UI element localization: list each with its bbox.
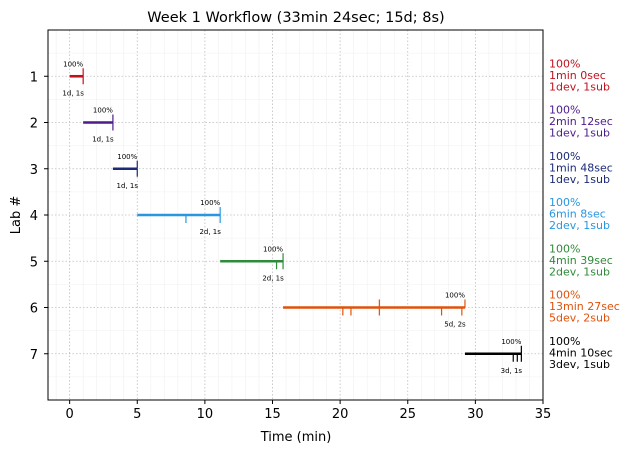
side-annotation-line: 1dev, 1sub xyxy=(549,127,610,140)
side-annotation-line: 4min 39sec xyxy=(549,254,613,267)
side-annotation-line: 100% xyxy=(549,150,580,163)
y-tick-label: 4 xyxy=(30,209,38,224)
side-annotation-line: 1min 48sec xyxy=(549,161,613,174)
x-tick-label: 5 xyxy=(133,407,141,422)
side-annotation-line: 2dev, 1sub xyxy=(549,219,610,232)
lab-1-group: 100% 1d, 1s xyxy=(62,60,84,97)
y-tick-label: 1 xyxy=(30,70,38,85)
y-tick-label: 5 xyxy=(30,255,38,270)
lab-5-group: 100% 2d, 1s xyxy=(220,245,284,282)
side-annotation-line: 4min 10sec xyxy=(549,346,613,359)
side-annotation-line: 13min 27sec xyxy=(549,300,620,313)
chart-title: Week 1 Workflow (33min 24sec; 15d; 8s) xyxy=(147,10,444,26)
completion-label: 100% xyxy=(445,292,465,300)
completion-label: 100% xyxy=(200,199,220,207)
x-tick-label: 10 xyxy=(197,407,214,422)
y-axis-label: Lab # xyxy=(9,196,24,235)
x-tick-label: 15 xyxy=(264,407,281,422)
completion-label: 100% xyxy=(93,107,113,115)
side-annotation-line: 100% xyxy=(549,196,580,209)
lab-3-group: 100% 1d, 1s xyxy=(112,153,139,190)
y-tick-label: 3 xyxy=(30,163,38,178)
lab-7-group: 100% 3d, 1s xyxy=(464,338,523,375)
side-annotation-line: 1dev, 1sub xyxy=(549,173,610,186)
side-annotation-line: 100% xyxy=(549,57,580,70)
y-tick-label: 6 xyxy=(30,302,38,317)
side-annotation-line: 100% xyxy=(549,335,580,348)
completion-label: 100% xyxy=(63,60,83,68)
count-label: 1d, 1s xyxy=(92,136,114,144)
side-annotation-line: 3dev, 1sub xyxy=(549,358,610,371)
side-annotation-line: 6min 8sec xyxy=(549,208,606,221)
x-axis: 0 5 10 15 20 25 30 35 xyxy=(65,400,551,422)
x-tick-label: 35 xyxy=(535,407,552,422)
count-label: 2d, 1s xyxy=(199,228,221,236)
side-annotation-line: 2dev, 1sub xyxy=(549,265,610,278)
grid xyxy=(48,30,544,400)
side-annotation-line: 100% xyxy=(549,289,580,302)
y-tick-label: 2 xyxy=(30,117,38,132)
y-axis: 1 2 3 4 5 6 7 xyxy=(30,70,48,363)
x-tick-label: 0 xyxy=(65,407,73,422)
side-annotation-line: 100% xyxy=(549,104,580,117)
side-annotation-line: 1dev, 1sub xyxy=(549,80,610,93)
side-annotation-line: 1min 0sec xyxy=(549,69,606,82)
count-label: 5d, 2s xyxy=(444,321,466,329)
x-axis-label: Time (min) xyxy=(260,430,332,445)
x-tick-label: 25 xyxy=(399,407,416,422)
count-label: 3d, 1s xyxy=(501,367,523,375)
lab-2-group: 100% 1d, 1s xyxy=(83,107,114,144)
count-label: 2d, 1s xyxy=(262,274,284,282)
lab-4-group: 100% 2d, 1s xyxy=(137,199,221,236)
completion-label: 100% xyxy=(501,338,521,346)
completion-label: 100% xyxy=(263,245,283,253)
count-label: 1d, 1s xyxy=(62,89,84,97)
x-tick-label: 30 xyxy=(467,407,484,422)
chart-marks: 100% 1d, 1s 100% 1d, 1s 100% 1d, 1s 100% 2d, 1s… xyxy=(62,60,522,375)
count-label: 1d, 1s xyxy=(117,182,139,190)
x-tick-label: 20 xyxy=(332,407,349,422)
y-tick-label: 7 xyxy=(30,348,38,363)
side-annotation-line: 100% xyxy=(549,242,580,255)
completion-label: 100% xyxy=(117,153,137,161)
side-annotation-line: 2min 12sec xyxy=(549,115,613,128)
side-annotation-line: 5dev, 2sub xyxy=(549,312,610,325)
lab-6-group: 100% 5d, 2s xyxy=(283,292,466,329)
